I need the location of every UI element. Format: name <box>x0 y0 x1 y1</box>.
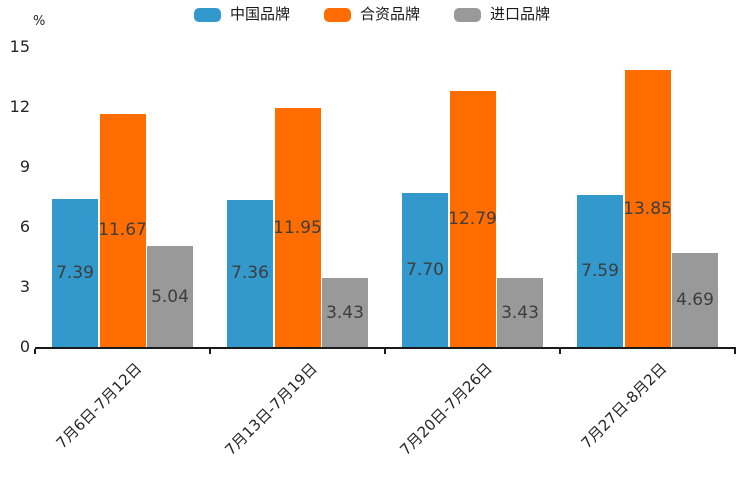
bar-value-label: 7.39 <box>56 263 94 284</box>
bar-中国品牌-2 <box>402 193 448 347</box>
bar-value-label: 7.36 <box>231 263 269 284</box>
y-tick-label: 15 <box>9 37 30 56</box>
x-axis-tick <box>559 349 561 354</box>
legend-swatch-icon <box>193 7 221 22</box>
bar-进口品牌-1 <box>322 278 368 347</box>
legend-item-1[interactable]: 合资品牌 <box>323 5 420 23</box>
bar-中国品牌-1 <box>227 199 273 347</box>
bar-value-label: 7.70 <box>406 260 444 280</box>
bar-value-label: 11.95 <box>273 217 322 238</box>
bar-进口品牌-2 <box>497 278 543 347</box>
y-tick-label: 3 <box>19 277 30 296</box>
legend-item-0[interactable]: 中国品牌 <box>193 5 290 23</box>
bar-进口品牌-0 <box>147 246 193 347</box>
bar-value-label: 4.69 <box>676 290 714 311</box>
bar-合资品牌-2 <box>449 91 496 347</box>
bar-中国品牌-3 <box>577 195 623 347</box>
bar-value-label: 13.85 <box>623 198 672 219</box>
bar-合资品牌-0 <box>99 113 146 347</box>
y-tick-label: 12 <box>9 97 30 116</box>
legend-swatch-icon <box>323 7 351 22</box>
bar-value-label: 3.43 <box>501 302 539 323</box>
x-category-label: 7月27日-8月2日 <box>577 359 671 453</box>
x-axis-line <box>35 347 736 349</box>
bar-合资品牌-1 <box>274 108 321 347</box>
x-axis-tick <box>34 349 36 354</box>
y-tick-label: 6 <box>19 217 30 236</box>
x-axis-tick <box>734 349 736 354</box>
bar-value-label: 7.59 <box>581 261 619 282</box>
legend: 中国品牌 合资品牌 进口品牌 <box>0 7 744 22</box>
y-tick-label: 9 <box>19 157 30 176</box>
bar-进口品牌-3 <box>672 253 718 347</box>
legend-label: 合资品牌 <box>359 5 420 23</box>
x-axis-tick <box>209 349 211 354</box>
bar-中国品牌-0 <box>52 199 98 347</box>
bar-合资品牌-3 <box>624 70 671 347</box>
bar-value-label: 3.43 <box>326 302 364 323</box>
legend-item-2[interactable]: 进口品牌 <box>454 7 550 22</box>
legend-label: 进口品牌 <box>490 5 551 23</box>
x-category-label: 7月20日-7月26日 <box>396 359 496 459</box>
legend-swatch-icon <box>454 7 481 22</box>
bar-value-label: 12.79 <box>448 209 497 230</box>
y-tick-label: 0 <box>19 337 30 356</box>
y-axis-unit-label: % <box>33 14 46 29</box>
bar-value-label: 5.04 <box>151 286 189 307</box>
x-category-label: 7月13日-7月19日 <box>221 359 321 459</box>
x-axis-tick <box>384 349 386 354</box>
legend-label: 中国品牌 <box>229 5 290 23</box>
x-category-label: 7月6日-7月12日 <box>52 359 146 453</box>
bar-value-label: 11.67 <box>98 220 147 241</box>
